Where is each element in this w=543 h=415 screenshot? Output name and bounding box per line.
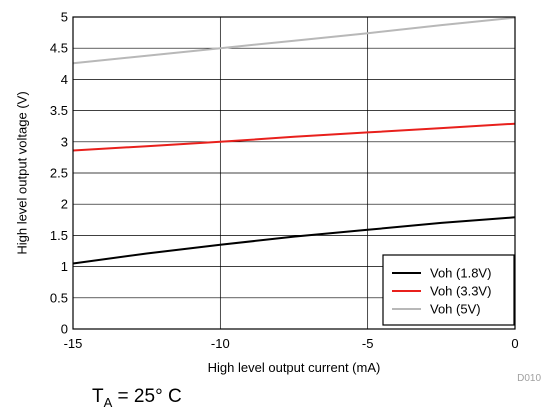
x-tick-labels: -15 -10 -5 0: [64, 336, 519, 351]
y-tick-label: 4.5: [50, 41, 68, 56]
figure-code: D010: [517, 373, 541, 384]
temperature-condition: TA = 25° C: [92, 386, 182, 410]
y-axis-label: High level output voltage (V): [15, 91, 30, 254]
legend-label: Voh (5V): [430, 302, 481, 317]
y-tick-label: 0.5: [50, 290, 68, 305]
y-tick-labels: 0 0.5 1 1.5 2 2.5 3 3.5 4 4.5 5: [50, 10, 68, 337]
x-tick-label: 0: [511, 336, 518, 351]
x-tick-label: -10: [211, 336, 230, 351]
x-tick-label: -15: [64, 336, 83, 351]
series-line: [72, 16, 516, 65]
plot-frame: [72, 16, 516, 330]
condition-value: = 25° C: [112, 386, 182, 407]
condition-symbol: T: [92, 386, 104, 407]
y-tick-label: 3: [61, 134, 68, 149]
y-tick-label: 4: [61, 72, 68, 87]
y-tick-label: 1.5: [50, 228, 68, 243]
condition-subscript: A: [103, 394, 113, 410]
legend-label: Voh (1.8V): [430, 266, 491, 281]
y-tick-label: 2: [61, 197, 68, 212]
y-tick-label: 2.5: [50, 166, 68, 181]
x-tick-label: -5: [362, 336, 374, 351]
legend-label: Voh (3.3V): [430, 284, 491, 299]
legend: Voh (1.8V) Voh (3.3V) Voh (5V): [382, 254, 515, 326]
y-tick-label: 1: [61, 259, 68, 274]
y-tick-label: 5: [61, 10, 68, 25]
series-line: [72, 216, 516, 265]
y-tick-label: 3.5: [50, 103, 68, 118]
y-tick-label: 0: [61, 322, 68, 337]
chart: 0 0.5 1 1.5 2 2.5 3 3.5 4 4.5 5 -15 -10 -5 0 High lev…: [15, 10, 542, 385]
series-line: [72, 122, 516, 152]
series-group: [72, 16, 516, 265]
x-axis-label: High level output current (mA): [208, 360, 381, 375]
